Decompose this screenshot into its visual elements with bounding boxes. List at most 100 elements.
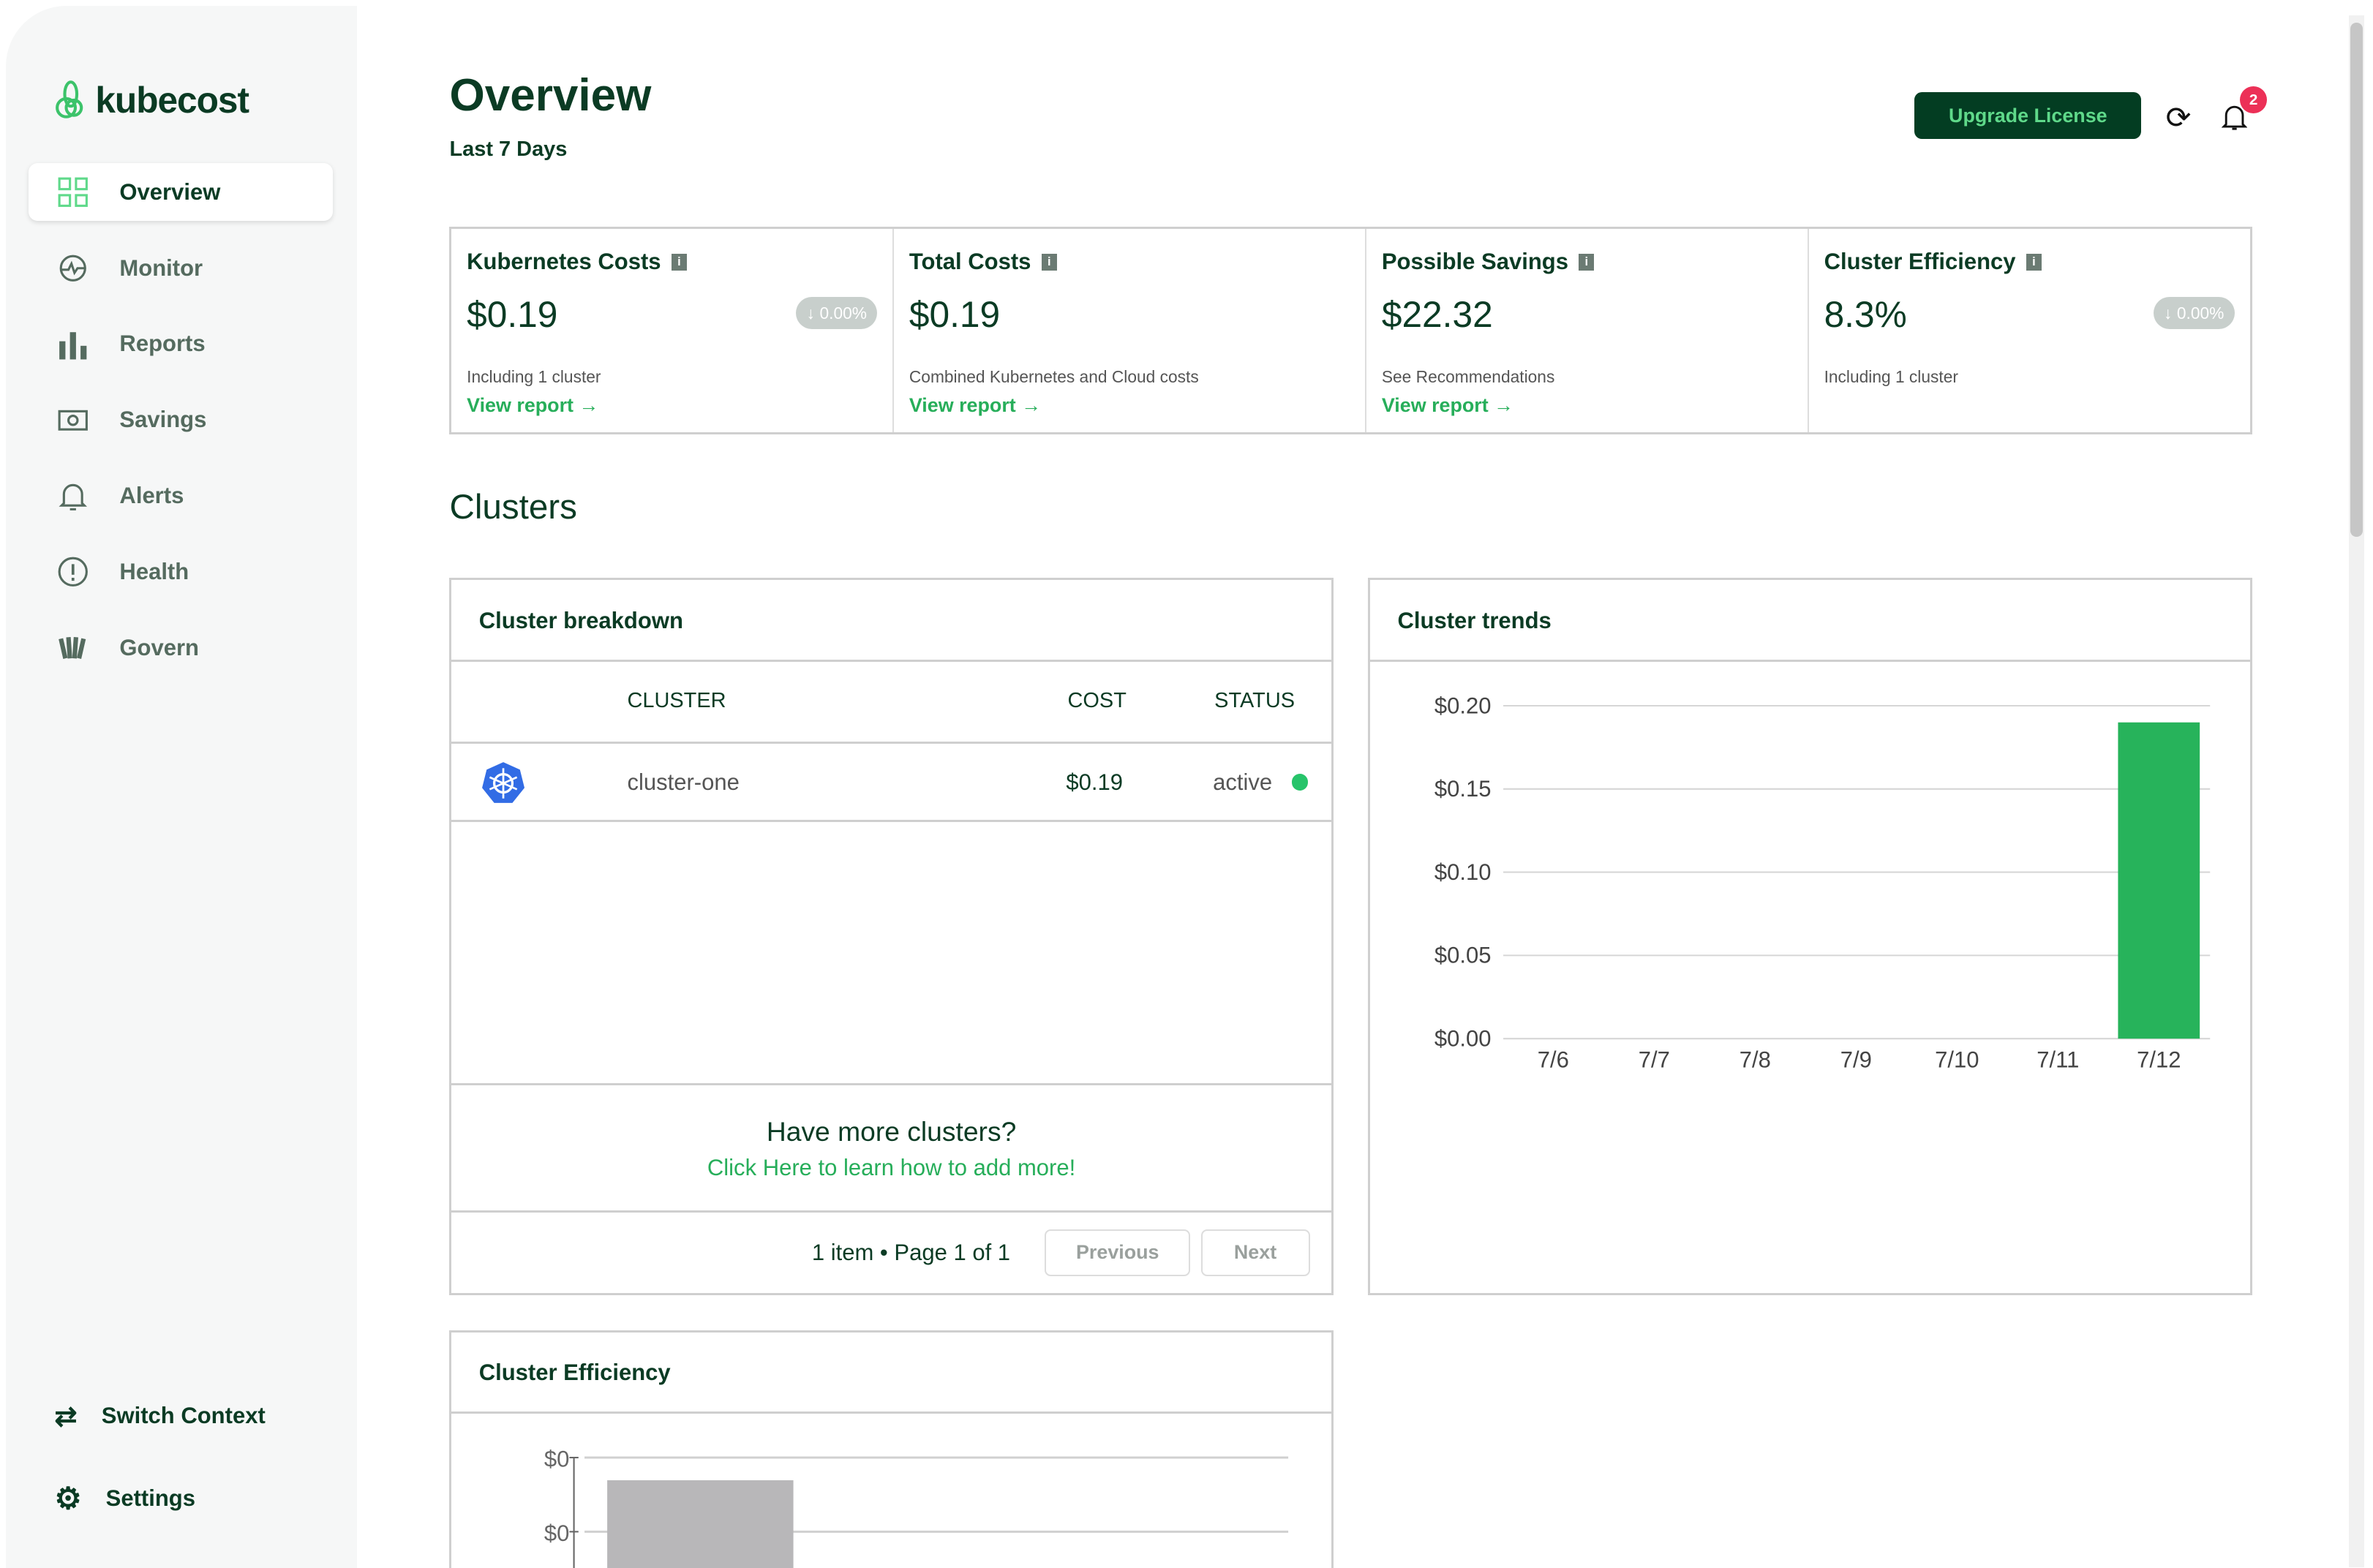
panel-title: Cluster breakdown [451, 580, 1331, 663]
sidebar-item-overview[interactable]: Overview [29, 163, 334, 222]
y-tick-label: $0 [544, 1447, 570, 1472]
column-cluster[interactable]: CLUSTER [627, 689, 726, 713]
kpi-card: Cluster Efficiency i 8.3% Including 1 clu… [1809, 229, 2250, 431]
kpi-value: $0.19 [467, 294, 558, 336]
bar [2118, 722, 2200, 1039]
pagination: 1 item • Page 1 of 1 Previous Next [451, 1213, 1331, 1294]
brand-name: kubecost [95, 79, 249, 121]
sidebar-item-label: Savings [119, 407, 207, 433]
change-value: 0.00% [2176, 303, 2225, 323]
kubernetes-icon [481, 761, 524, 803]
bell-icon[interactable] [2222, 103, 2248, 132]
kpi-card: Kubernetes Costs i $0.19 Including 1 clus… [451, 229, 895, 432]
cluster-efficiency-chart: $0 $0 [544, 1447, 1289, 1568]
bar-chart-icon [59, 331, 86, 360]
bell-icon [59, 484, 87, 511]
previous-button[interactable]: Previous [1045, 1229, 1191, 1276]
kpi-description: Including 1 cluster [467, 366, 601, 386]
page-title: Overview [449, 70, 652, 121]
kpi-description: Combined Kubernetes and Cloud costs [909, 366, 1199, 386]
view-report-link[interactable]: View report → [1381, 393, 1514, 416]
kubecost-logo[interactable]: kubecost [54, 79, 249, 121]
x-tick-label: 7/12 [2137, 1047, 2181, 1072]
kpi-title: Total Costs [909, 249, 1031, 275]
sidebar-item-govern[interactable]: Govern [29, 619, 333, 677]
cluster-trends-panel: Cluster trends $0.00 $0.05 $0.10 $0.15 $0.20… [1368, 578, 2252, 1295]
y-tick-label: $0.10 [1434, 859, 1492, 885]
sidebar-item-label: Health [119, 559, 189, 585]
panel-title: Cluster Efficiency [451, 1333, 1331, 1414]
info-icon[interactable]: i [1579, 253, 1595, 271]
pulse-icon [59, 255, 86, 282]
date-range-label: Last 7 Days [449, 137, 568, 162]
money-icon [58, 410, 88, 431]
notification-badge: 2 [2239, 86, 2268, 114]
sidebar [6, 6, 358, 1568]
change-badge: ↓ 0.00% [2153, 297, 2235, 329]
table-header: CLUSTER COST STATUS [451, 662, 1331, 744]
sidebar-item-label: Alerts [119, 483, 184, 509]
add-clusters-link[interactable]: Click Here to learn how to add more! [707, 1155, 1076, 1181]
status-dot [1291, 774, 1309, 791]
sidebar-item-reports[interactable]: Reports [29, 315, 333, 373]
cluster-status: active [1213, 769, 1273, 795]
settings-button[interactable]: ⚙ Settings [54, 1481, 195, 1516]
more-clusters: Have more clusters? Click Here to learn … [451, 1085, 1331, 1213]
cluster-name[interactable]: cluster-one [627, 769, 740, 795]
info-icon[interactable]: i [672, 253, 687, 271]
cluster-efficiency-panel: Cluster Efficiency $0 $0 [449, 1330, 1334, 1568]
arrow-down-icon: ↓ [806, 303, 820, 323]
sidebar-item-label: Reports [119, 331, 206, 357]
x-tick-label: 7/9 [1840, 1047, 1872, 1072]
bar [607, 1480, 794, 1568]
govern-icon [58, 637, 86, 660]
info-icon[interactable]: i [2026, 253, 2042, 271]
table-row[interactable]: cluster-one $0.19 active [451, 744, 1331, 823]
view-report-link[interactable]: View report → [909, 393, 1042, 416]
more-clusters-title: Have more clusters? [766, 1115, 1017, 1147]
cluster-breakdown-panel: Cluster breakdown CLUSTER COST STATUS cl… [449, 578, 1334, 1295]
kpi-description: Including 1 cluster [1824, 366, 1958, 386]
sidebar-item-alerts[interactable]: Alerts [29, 467, 333, 525]
info-icon[interactable]: i [1041, 253, 1057, 271]
kpi-title: Kubernetes Costs [467, 249, 661, 275]
kpi-value: 8.3% [1824, 294, 1907, 336]
table-empty-area [451, 822, 1331, 1086]
kubecost-logo-icon [56, 80, 83, 118]
clusters-heading: Clusters [449, 488, 577, 527]
kpi-row: Kubernetes Costs i $0.19 Including 1 clus… [449, 227, 2252, 434]
alert-circle-icon [58, 557, 88, 587]
switch-context-button[interactable]: ⇄ Switch Context [54, 1400, 265, 1432]
sidebar-item-monitor[interactable]: Monitor [29, 239, 333, 297]
switch-arrows-icon: ⇄ [54, 1400, 78, 1431]
column-status[interactable]: STATUS [1214, 689, 1295, 713]
settings-label: Settings [105, 1485, 195, 1512]
y-tick-label: $0 [544, 1520, 570, 1546]
x-tick-label: 7/8 [1740, 1047, 1771, 1072]
view-report-link[interactable]: View report → [467, 393, 599, 416]
refresh-icon[interactable]: ⟳ [2165, 100, 2192, 135]
sidebar-item-savings[interactable]: Savings [29, 391, 333, 449]
kpi-card: Total Costs i $0.19 Combined Kubernetes a… [894, 229, 1367, 432]
change-badge: ↓ 0.00% [796, 297, 878, 329]
sidebar-item-label: Govern [119, 634, 200, 660]
cluster-cost: $0.19 [1066, 769, 1124, 795]
sidebar-item-health[interactable]: Health [29, 543, 333, 601]
scrollbar-thumb[interactable] [2350, 23, 2363, 538]
x-tick-label: 7/11 [2037, 1047, 2080, 1072]
gear-icon: ⚙ [54, 1482, 82, 1516]
kpi-card: Possible Savings i $22.32 See Recommendat… [1366, 229, 1809, 432]
x-tick-label: 7/7 [1639, 1047, 1670, 1072]
next-button[interactable]: Next [1200, 1229, 1310, 1276]
y-tick-label: $0.15 [1434, 776, 1492, 802]
y-tick-label: $0.00 [1434, 1026, 1492, 1052]
switch-context-label: Switch Context [101, 1402, 266, 1428]
change-value: 0.00% [819, 303, 868, 323]
pagination-info: 1 item • Page 1 of 1 [811, 1240, 1011, 1266]
column-cost[interactable]: COST [1067, 689, 1127, 713]
kpi-value: $0.19 [909, 294, 1001, 336]
sidebar-item-label: Monitor [119, 255, 203, 281]
arrow-down-icon: ↓ [2164, 303, 2177, 323]
upgrade-license-button[interactable]: Upgrade License [1914, 92, 2142, 140]
sidebar-item-label: Overview [119, 178, 221, 205]
